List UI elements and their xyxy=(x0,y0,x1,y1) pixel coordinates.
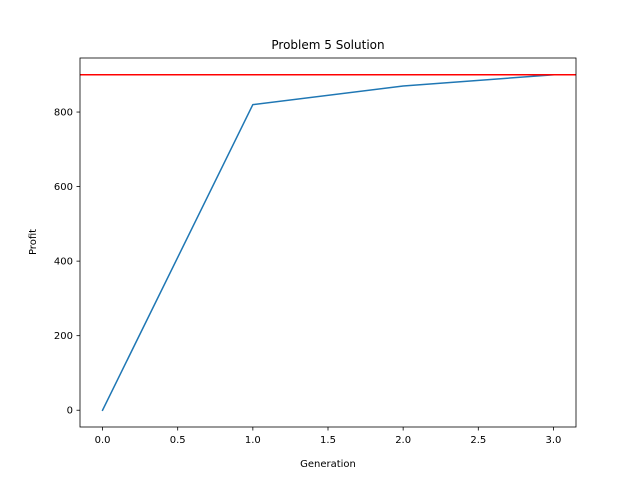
series-line-0 xyxy=(101,73,555,412)
x-tick-label: 0.5 xyxy=(170,435,186,446)
y-tick-label: 800 xyxy=(54,108,73,119)
x-tick-label: 2.0 xyxy=(395,435,411,446)
y-tick-label: 0 xyxy=(67,406,73,417)
y-tick-label: 200 xyxy=(54,331,73,342)
y-axis-title: Profit xyxy=(28,229,39,255)
x-axis-title: Generation xyxy=(300,459,356,470)
x-tick-label: 1.0 xyxy=(245,435,261,446)
plot-background xyxy=(80,58,576,427)
chart-title: Problem 5 Solution xyxy=(271,38,384,52)
plot-area xyxy=(79,57,577,428)
y-tick-label: 400 xyxy=(54,257,73,268)
x-axis: 0.0 0.5 1.0 1.5 2.0 2.5 3.0 xyxy=(95,427,562,446)
y-tick-label: 600 xyxy=(54,182,73,193)
x-tick-label: 2.5 xyxy=(470,435,486,446)
x-tick-label: 0.0 xyxy=(95,435,111,446)
x-tick-label: 1.5 xyxy=(320,435,336,446)
y-axis: 0 200 400 600 800 xyxy=(54,108,80,417)
x-tick-label: 3.0 xyxy=(546,435,562,446)
